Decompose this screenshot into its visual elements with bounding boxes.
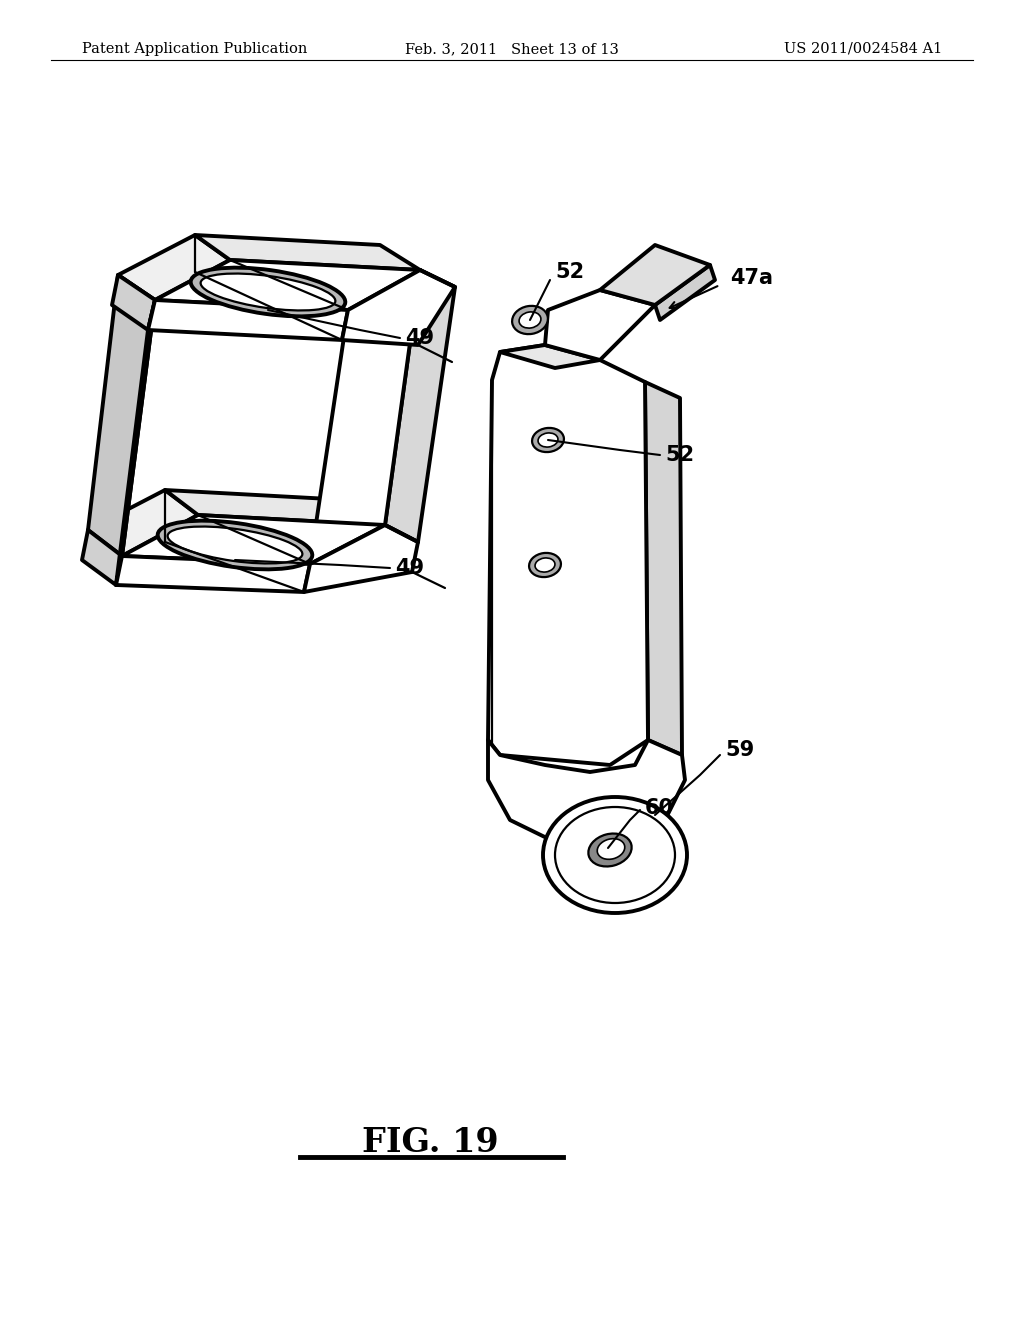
Polygon shape bbox=[116, 300, 155, 585]
Polygon shape bbox=[600, 246, 710, 305]
Text: 60: 60 bbox=[645, 799, 674, 818]
Polygon shape bbox=[116, 556, 310, 591]
Text: 59: 59 bbox=[725, 741, 755, 760]
Polygon shape bbox=[165, 490, 385, 525]
Ellipse shape bbox=[512, 306, 548, 334]
Text: Patent Application Publication: Patent Application Publication bbox=[82, 42, 307, 55]
Text: 47a: 47a bbox=[730, 268, 773, 288]
Ellipse shape bbox=[519, 312, 541, 329]
Polygon shape bbox=[112, 275, 155, 330]
Ellipse shape bbox=[190, 268, 345, 317]
Ellipse shape bbox=[201, 273, 336, 310]
Ellipse shape bbox=[543, 797, 687, 913]
Polygon shape bbox=[148, 300, 348, 341]
Text: 49: 49 bbox=[395, 558, 424, 578]
Ellipse shape bbox=[532, 428, 564, 451]
Polygon shape bbox=[195, 235, 420, 271]
Polygon shape bbox=[88, 490, 198, 556]
Ellipse shape bbox=[597, 838, 625, 859]
Text: 52: 52 bbox=[555, 261, 584, 282]
Ellipse shape bbox=[555, 807, 675, 903]
Polygon shape bbox=[82, 531, 122, 585]
Text: US 2011/0024584 A1: US 2011/0024584 A1 bbox=[783, 42, 942, 55]
Ellipse shape bbox=[529, 553, 561, 577]
Polygon shape bbox=[385, 271, 455, 543]
Polygon shape bbox=[500, 345, 600, 368]
Polygon shape bbox=[488, 741, 685, 842]
Ellipse shape bbox=[589, 833, 632, 866]
Polygon shape bbox=[488, 345, 648, 766]
Ellipse shape bbox=[536, 558, 555, 572]
Polygon shape bbox=[310, 271, 420, 564]
Polygon shape bbox=[88, 275, 155, 556]
Ellipse shape bbox=[158, 520, 312, 569]
Polygon shape bbox=[122, 515, 385, 564]
Polygon shape bbox=[655, 265, 715, 319]
Text: Feb. 3, 2011   Sheet 13 of 13: Feb. 3, 2011 Sheet 13 of 13 bbox=[406, 42, 618, 55]
Polygon shape bbox=[645, 381, 682, 755]
Text: 52: 52 bbox=[665, 445, 694, 465]
Polygon shape bbox=[342, 271, 455, 345]
Polygon shape bbox=[155, 260, 420, 310]
Ellipse shape bbox=[168, 527, 302, 564]
Ellipse shape bbox=[538, 433, 558, 447]
Polygon shape bbox=[304, 525, 418, 591]
Polygon shape bbox=[118, 235, 230, 300]
Text: FIG. 19: FIG. 19 bbox=[361, 1126, 499, 1159]
Polygon shape bbox=[545, 290, 655, 360]
Text: 49: 49 bbox=[406, 327, 434, 348]
